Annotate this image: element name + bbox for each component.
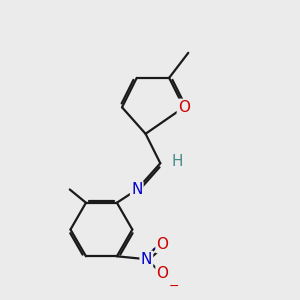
Text: O: O [157,237,169,252]
Text: N: N [131,182,142,197]
Text: H: H [172,154,183,169]
Text: O: O [157,266,169,281]
Text: N: N [141,252,152,267]
Text: +: + [152,244,161,254]
Text: O: O [178,100,190,115]
Text: −: − [168,280,179,293]
